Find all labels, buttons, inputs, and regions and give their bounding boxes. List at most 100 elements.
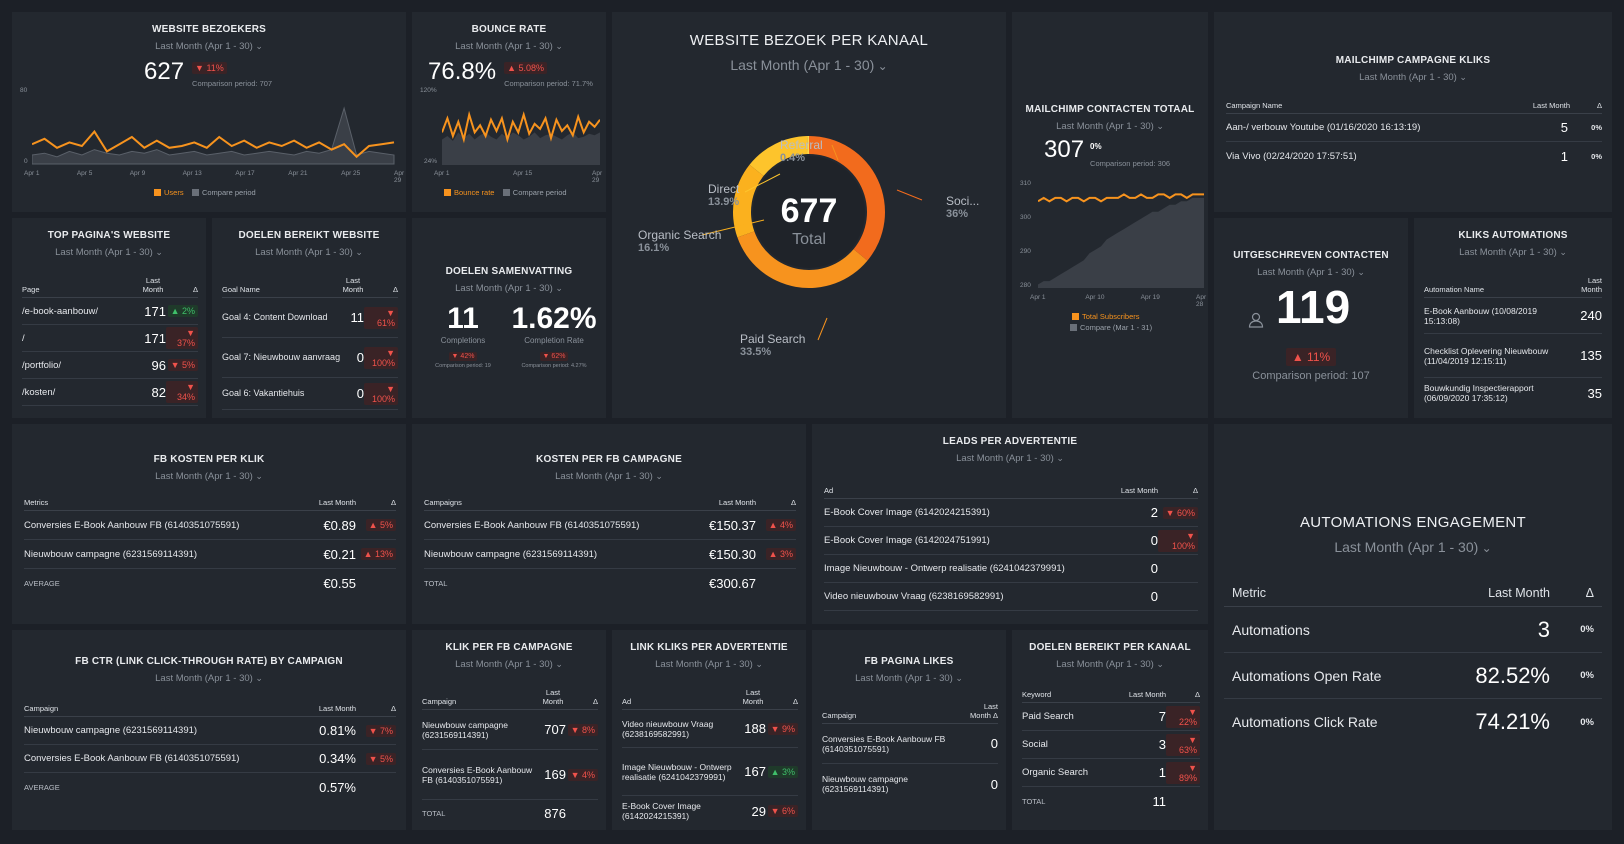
table-row[interactable]: Via Vivo (02/24/2020 17:57:51) 1 0% <box>1226 148 1602 164</box>
metric-value: 76.8% <box>428 58 497 85</box>
checkbox-icon <box>1070 324 1077 331</box>
y-axis-max: 120% <box>420 87 437 94</box>
table-row[interactable]: Social 3 ▼ 63% <box>1022 731 1200 759</box>
period-selector[interactable]: Last Month (Apr 1 - 30) <box>812 673 1006 684</box>
mailchimp-contacten-tile: MAILCHIMP CONTACTEN TOTAAL Last Month (A… <box>1012 12 1208 418</box>
period-selector[interactable]: Last Month (Apr 1 - 30) <box>12 247 206 258</box>
period-selector[interactable]: Last Month (Apr 1 - 30) <box>12 471 406 482</box>
campaign-clicks-table: Campaign Last Month Δ Nieuwbouw campagne (… <box>422 688 598 826</box>
period-selector[interactable]: Last Month (Apr 1 - 30) <box>612 57 1006 73</box>
table-row[interactable]: E-Book Cover Image (6142024751991) 0 ▼ 100… <box>824 527 1198 555</box>
table-row[interactable]: Checklist Oplevering Nieuwbouw (11/04/20… <box>1424 334 1602 378</box>
table-row[interactable]: Automations Click Rate 74.21% 0% <box>1232 709 1594 734</box>
leads-table: Ad Last Month Δ E-Book Cover Image (614202… <box>824 486 1198 611</box>
period-selector[interactable]: Last Month (Apr 1 - 30) <box>412 41 606 52</box>
table-row[interactable]: E-Book Cover Image (6142024215391) 29 ▼ 6% <box>622 796 798 826</box>
table-row[interactable]: Goal 7: Nieuwbouw aanvraag 0 ▼ 100% <box>222 338 398 378</box>
table-row[interactable]: Bouwkundig Inspectierapport (06/09/2020 … <box>1424 383 1602 403</box>
table-row[interactable]: Image Nieuwbouw - Ontwerp realisatie (62… <box>824 555 1198 583</box>
legend-compare[interactable]: Compare period <box>191 188 256 197</box>
period-selector[interactable]: Last Month (Apr 1 - 30) <box>1214 267 1408 278</box>
y-axis-min: 24% <box>424 158 438 165</box>
table-header: Goal Name Last Month Δ <box>222 276 398 298</box>
table-row[interactable]: Image Nieuwbouw - Ontwerp realisatie (62… <box>622 748 798 796</box>
checkbox-icon <box>502 189 510 196</box>
donut-slice[interactable] <box>807 136 809 155</box>
table-row[interactable]: E-Book Aanbouw (10/08/2019 15:13:08) 240 <box>1424 298 1602 334</box>
page-likes-table: Campaign Last Month Δ Conversies E-Book A… <box>822 702 998 804</box>
donut-slice[interactable] <box>737 231 868 288</box>
tile-title: UITGESCHREVEN CONTACTEN <box>1233 250 1389 261</box>
checkbox-icon <box>1072 313 1079 320</box>
table-row[interactable]: Nieuwbouw campagne (6231569114391) 0 <box>822 774 998 794</box>
period-selector[interactable]: Last Month (Apr 1 - 30) <box>1414 247 1612 258</box>
legend-compare[interactable]: Compare (Mar 1 - 31) <box>1070 323 1152 332</box>
table-row[interactable]: Nieuwbouw campagne (6231569114391) €0.21 ▲… <box>24 540 396 569</box>
x-tick-label: Apr 19 <box>1140 294 1160 301</box>
table-row[interactable]: /171 ▼ 37% <box>22 325 198 352</box>
table-row[interactable]: /portfolio/96 ▼ 5% <box>22 352 198 379</box>
x-tick-label: Apr 29 <box>394 170 405 184</box>
table-row[interactable]: Nieuwbouw campagne (6231569114391) 707 ▼ 8… <box>422 710 598 750</box>
kosten-per-fb-campagne-tile: KOSTEN PER FB CAMPAGNE Last Month (Apr 1… <box>412 424 806 624</box>
period-selector[interactable]: Last Month (Apr 1 - 30) <box>812 453 1208 464</box>
top-paginas-tile: TOP PAGINA'S WEBSITE Last Month (Apr 1 -… <box>12 218 206 418</box>
table-row[interactable]: Nieuwbouw campagne (6231569114391) 0.81% ▼… <box>24 717 396 745</box>
table-row[interactable]: Conversies E-Book Aanbouw FB (6140351075… <box>422 750 598 800</box>
doelen-bereikt-per-kanaal-tile: DOELEN BEREIKT PER KANAAL Last Month (Ap… <box>1012 630 1208 830</box>
x-tick-label: Apr 15 <box>513 170 533 177</box>
period-selector[interactable]: Last Month (Apr 1 - 30) <box>1012 121 1208 132</box>
table-row[interactable]: Goal 6: Vakantiehuis 0 ▼ 100% <box>222 378 398 410</box>
change-badge: ▼ 11% <box>192 62 227 74</box>
slice-label-referral: Referral 0.4% <box>780 138 823 164</box>
table-row[interactable]: /e-book-aanbouw/171 ▲ 2% <box>22 298 198 325</box>
period-selector[interactable]: Last Month (Apr 1 - 30) <box>1214 72 1612 83</box>
legend-total-subscribers[interactable]: Total Subscribers <box>1072 312 1140 321</box>
legend-bounce-rate[interactable]: Bounce rate <box>444 188 494 197</box>
donut-center <box>753 156 865 268</box>
period-selector[interactable]: Last Month (Apr 1 - 30) <box>12 41 406 52</box>
table-row[interactable]: Conversies E-Book Aanbouw FB (6140351075… <box>24 511 396 540</box>
change-badge: 0% <box>1090 142 1102 151</box>
table-row[interactable]: Conversies E-Book Aanbouw FB (6140351075… <box>24 745 396 773</box>
checkbox-icon <box>154 189 161 196</box>
compare-period-area <box>1038 197 1204 288</box>
table-row[interactable]: E-Book Cover Image (6142024215391) 2 ▼ 60% <box>824 499 1198 527</box>
table-row[interactable]: Nieuwbouw campagne (6231569114391) €150.3… <box>424 540 796 569</box>
table-row[interactable]: /kosten/82 ▼ 34% <box>22 379 198 406</box>
period-selector[interactable]: Last Month (Apr 1 - 30) <box>212 247 406 258</box>
tile-title: DOELEN BEREIKT WEBSITE <box>238 230 380 241</box>
automations-engagement-tile: AUTOMATIONS ENGAGEMENT Last Month (Apr 1… <box>1214 424 1612 830</box>
table-row[interactable]: Paid Search 7 ▼ 22% <box>1022 703 1200 731</box>
table-row[interactable]: Automations Open Rate 82.52% 0% <box>1224 653 1602 699</box>
table-row[interactable]: Aan-/ verbouw Youtube (01/16/2020 16:13:… <box>1226 114 1602 142</box>
users-line-chart <box>32 106 395 165</box>
donut-slice[interactable] <box>749 136 808 176</box>
period-selector[interactable]: Last Month (Apr 1 - 30) <box>412 283 606 294</box>
period-selector[interactable]: Last Month (Apr 1 - 30) <box>1012 659 1208 670</box>
period-selector[interactable]: Last Month (Apr 1 - 30) <box>412 659 606 670</box>
legend-compare[interactable]: Compare period <box>502 188 567 197</box>
table-row[interactable]: Conversies E-Book Aanbouw FB (6140351075… <box>424 511 796 540</box>
table-row[interactable]: Organic Search 1 ▼ 89% <box>1022 759 1200 787</box>
tile-title: KOSTEN PER FB CAMPAGNE <box>536 454 682 465</box>
table-header: Ad Last Month Δ <box>622 688 798 710</box>
donut-slice[interactable] <box>809 136 885 261</box>
goals-table: Goal Name Last Month Δ Goal 4: Content Dow… <box>222 276 398 410</box>
table-header: Campaign Name Last Month Δ <box>1226 101 1602 114</box>
table-row[interactable]: Automations 3 0% <box>1224 607 1602 653</box>
period-selector[interactable]: Last Month (Apr 1 - 30) <box>1214 539 1612 555</box>
tile-title: FB KOSTEN PER KLIK <box>153 454 265 465</box>
metric-value: 119 <box>1276 281 1351 333</box>
table-row[interactable]: Conversies E-Book Aanbouw FB (6140351075… <box>822 724 998 764</box>
table-row[interactable]: Video nieuwbouw Vraag (6238169582991) 0 <box>824 583 1198 611</box>
completions-metric: 11 Completions ▼ 42% Comparison period: … <box>418 302 508 369</box>
period-selector[interactable]: Last Month (Apr 1 - 30) <box>612 659 806 670</box>
table-row[interactable]: Goal 4: Content Download 11 ▼ 61% <box>222 298 398 338</box>
x-axis: Apr 1 Apr 5 Apr 9 Apr 13 Apr 17 Apr 21 Apr 25 A… <box>24 170 404 184</box>
donut-slice[interactable] <box>733 164 764 238</box>
legend-users[interactable]: Users <box>154 188 184 197</box>
table-row[interactable]: Video nieuwbouw Vraag (6238169582991) 188… <box>622 710 798 748</box>
period-selector[interactable]: Last Month (Apr 1 - 30) <box>412 471 806 482</box>
period-selector[interactable]: Last Month (Apr 1 - 30) <box>12 673 406 684</box>
